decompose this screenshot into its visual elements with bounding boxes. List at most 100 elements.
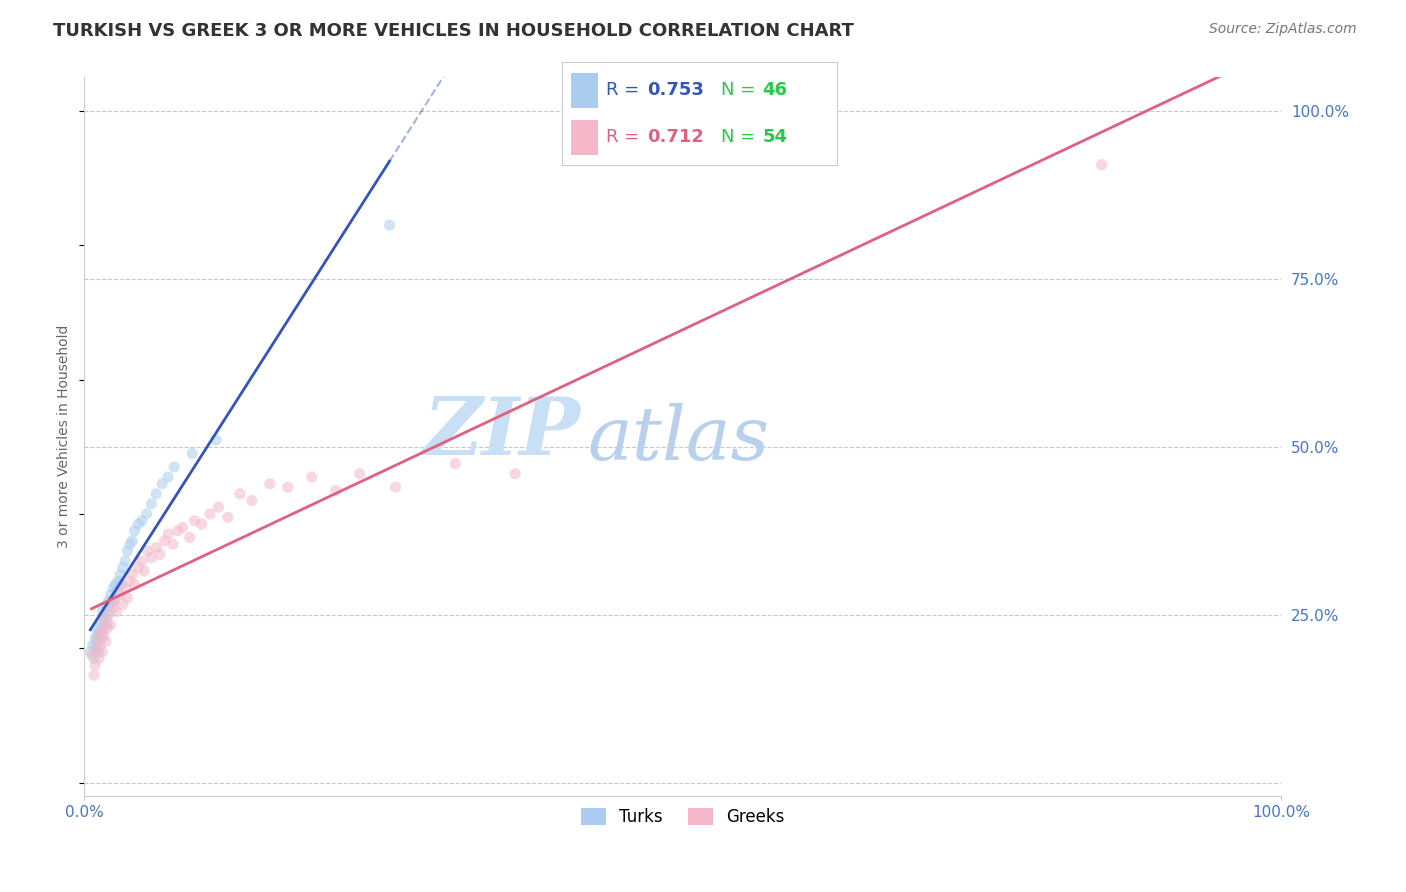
Text: N =: N = [721,128,762,146]
Point [135,507,157,521]
Point [83,668,105,682]
Point [82,638,104,652]
Text: R =: R = [606,81,645,99]
Point [240,493,263,508]
Point [89,638,111,652]
Point [141,497,163,511]
Point [97,607,120,622]
Point [259,476,281,491]
Text: 0.712: 0.712 [647,128,704,146]
Point [149,547,172,561]
Point [150,476,173,491]
Point [80,648,103,662]
Point [162,537,184,551]
Text: N =: N = [721,81,762,99]
Point [131,554,153,568]
Text: TURKISH VS GREEK 3 OR MORE VEHICLES IN HOUSEHOLD CORRELATION CHART: TURKISH VS GREEK 3 OR MORE VEHICLES IN H… [53,22,855,40]
Point [105,584,128,599]
Point [96,621,118,635]
FancyBboxPatch shape [571,120,598,155]
Point [84,658,107,673]
Point [93,621,115,635]
Point [98,598,121,612]
Point [103,594,125,608]
Point [121,567,143,582]
Point [91,645,114,659]
Point [111,598,134,612]
Point [127,560,149,574]
Point [83,651,105,665]
Point [229,487,252,501]
Text: atlas: atlas [586,402,769,475]
Point [183,514,205,528]
Point [96,617,118,632]
Point [124,524,146,538]
Point [107,574,129,589]
Point [444,457,467,471]
Point [90,615,112,629]
Point [104,577,127,591]
Point [110,588,132,602]
Point [134,564,156,578]
Point [101,581,124,595]
Point [86,641,108,656]
Point [145,541,167,555]
Point [198,507,221,521]
Point [89,624,111,639]
FancyBboxPatch shape [571,73,598,108]
Point [127,517,149,532]
Point [101,594,124,608]
Point [114,581,136,595]
Point [93,611,115,625]
Text: 46: 46 [762,81,787,99]
Point [349,467,371,481]
Text: ZIP: ZIP [425,394,581,472]
Point [118,537,141,551]
Text: 0.753: 0.753 [647,81,704,99]
Point [190,517,212,532]
Point [100,617,122,632]
Point [105,604,128,618]
Point [325,483,347,498]
Point [217,510,239,524]
Point [84,632,107,646]
Point [86,641,108,656]
Point [86,634,108,648]
Point [103,591,125,605]
Point [131,514,153,528]
Point [93,628,115,642]
Point [87,645,110,659]
Point [141,550,163,565]
Point [124,577,146,591]
Point [157,470,180,484]
Point [181,446,204,460]
Point [86,632,108,646]
Point [207,500,229,515]
Text: 54: 54 [762,128,787,146]
Point [110,567,132,582]
Point [111,560,134,574]
Point [79,645,101,659]
Point [97,594,120,608]
Point [94,634,117,648]
Point [91,632,114,646]
Point [136,544,159,558]
Point [86,628,108,642]
Point [117,591,139,605]
Point [1090,158,1112,172]
Point [86,621,108,635]
Point [110,577,132,591]
Point [97,607,120,622]
Text: R =: R = [606,128,645,146]
Point [503,467,526,481]
Point [93,615,115,629]
Point [90,624,112,639]
Point [121,533,143,548]
Point [100,588,122,602]
Point [87,651,110,665]
Point [163,460,186,475]
Legend: Turks, Greeks: Turks, Greeks [572,799,793,835]
Point [91,604,114,618]
Point [118,574,141,589]
Point [179,531,201,545]
